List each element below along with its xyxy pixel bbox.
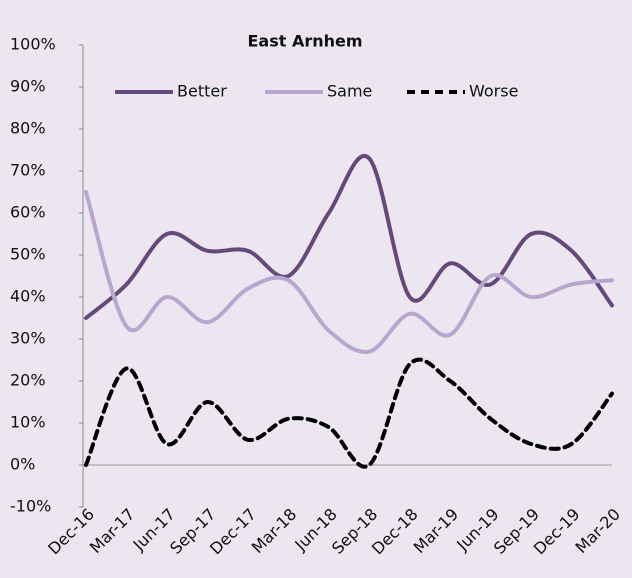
x-tick-label: Mar-17 [86, 505, 139, 558]
y-tick-label: 100% [10, 35, 56, 54]
y-tick-label: 80% [10, 119, 46, 138]
x-tick-label: Dec-17 [206, 505, 260, 559]
y-tick-label: 60% [10, 203, 46, 222]
x-tick-label: Dec-18 [368, 505, 422, 559]
line-series [84, 190, 614, 354]
y-tick-label: 40% [10, 287, 46, 306]
x-tick-label: Mar-18 [248, 505, 301, 558]
y-tick-label: 30% [10, 329, 46, 348]
legend-label: Better [177, 82, 227, 101]
y-tick-label: 70% [10, 161, 46, 180]
y-tick-label: -10% [10, 497, 51, 516]
x-tick-label: Mar-19 [410, 505, 463, 558]
legend-label: Worse [469, 82, 518, 101]
x-tick-label: Dec-19 [530, 505, 584, 559]
y-tick-label: 20% [10, 371, 46, 390]
chart-title: East Arnhem [247, 32, 362, 51]
legend-label: Same [327, 82, 372, 101]
line-series [84, 357, 614, 469]
y-tick-label: 50% [10, 245, 46, 264]
y-tick-label: 10% [10, 413, 46, 432]
x-tick-label: Dec-16 [44, 505, 98, 559]
x-tick-label: Mar-20 [571, 505, 624, 558]
y-tick-label: 0% [10, 455, 35, 474]
y-tick-label: 90% [10, 77, 46, 96]
line-series [84, 153, 614, 320]
